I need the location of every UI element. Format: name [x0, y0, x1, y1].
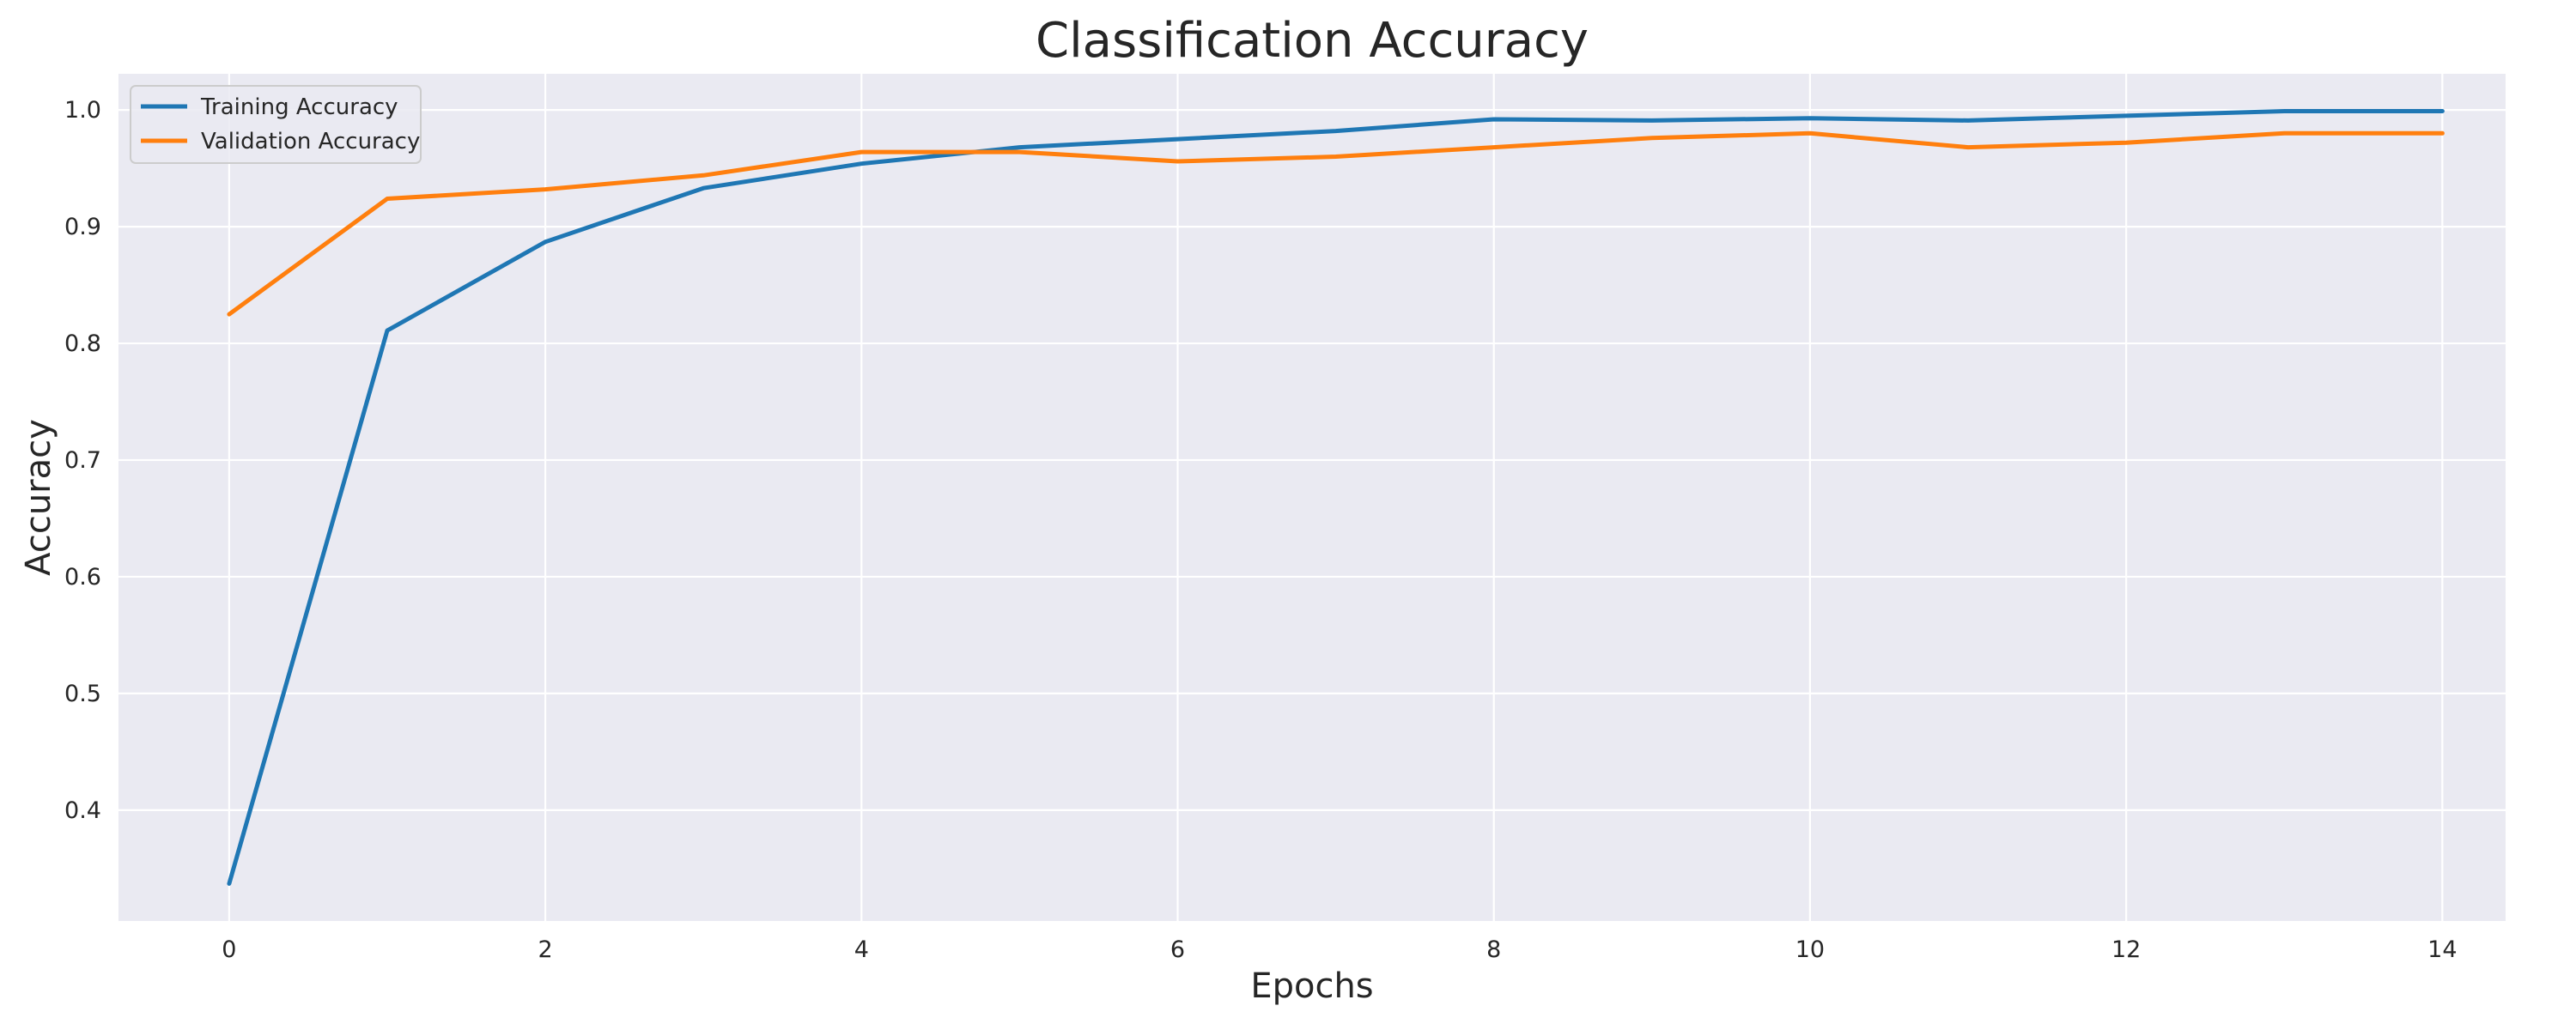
series-line-1 — [227, 130, 2445, 317]
legend-box — [130, 85, 422, 164]
y-axis-ticks: 0.4 0.5 0.6 0.7 0.8 0.9 1.0 — [64, 97, 101, 824]
y-tick-label: 0.7 — [64, 447, 101, 474]
x-tick-label: 10 — [1795, 936, 1825, 963]
legend: Training Accuracy Validation Accuracy — [130, 85, 422, 164]
x-tick-label: 6 — [1170, 936, 1185, 963]
x-tick-label: 4 — [854, 936, 869, 963]
chart-title: Classification Accuracy — [1036, 13, 1589, 69]
y-tick-label: 0.8 — [64, 330, 101, 357]
grid-lines — [118, 74, 2506, 921]
y-tick-label: 0.5 — [64, 681, 101, 707]
series-lines — [227, 109, 2445, 886]
legend-label: Training Accuracy — [200, 94, 398, 120]
y-tick-label: 0.6 — [64, 564, 101, 591]
x-tick-label: 2 — [538, 936, 552, 963]
x-axis-ticks: 0 2 4 6 8 10 12 14 — [222, 936, 2457, 963]
y-axis-label: Accuracy — [19, 419, 58, 576]
x-tick-label: 14 — [2427, 936, 2457, 963]
plot-area — [118, 74, 2506, 921]
x-tick-label: 8 — [1486, 936, 1501, 963]
y-tick-label: 1.0 — [64, 97, 101, 124]
series-line-0 — [227, 109, 2445, 886]
x-tick-label: 12 — [2111, 936, 2141, 963]
x-axis-label: Epochs — [1250, 966, 1373, 1006]
legend-label: Validation Accuracy — [201, 129, 420, 154]
y-tick-label: 0.4 — [64, 797, 101, 824]
y-tick-label: 0.9 — [64, 214, 101, 240]
x-tick-label: 0 — [222, 936, 236, 963]
